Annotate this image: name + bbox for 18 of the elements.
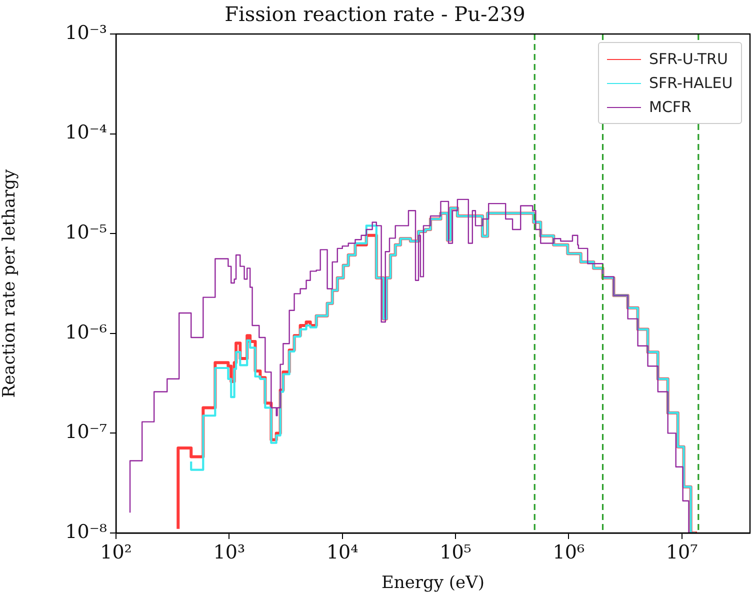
x-tick-label: 10⁴ [326, 541, 359, 564]
legend-label: SFR-HALEU [649, 74, 733, 92]
legend-label: MCFR [649, 98, 692, 116]
x-tick-label: 10⁷ [666, 541, 698, 564]
y-axis-title: Reaction rate per lethargy [0, 168, 20, 398]
chart-title: Fission reaction rate - Pu-239 [224, 2, 526, 26]
x-tick-label: 10³ [213, 541, 246, 564]
x-tick-label: 10² [100, 541, 132, 564]
legend-label: SFR-U-TRU [649, 50, 728, 68]
x-tick-label: 10⁵ [440, 541, 472, 564]
x-axis-title: Energy (eV) [381, 573, 485, 594]
y-tick-label: 10⁻⁵ [65, 222, 107, 244]
y-tick-label: 10⁻⁷ [65, 421, 108, 444]
y-tick-label: 10⁻⁸ [65, 520, 108, 543]
y-tick-label: 10⁻³ [65, 22, 107, 44]
y-tick-label: 10⁻⁴ [65, 122, 108, 144]
y-tick-label: 10⁻⁶ [65, 321, 108, 344]
x-tick-label: 10⁶ [552, 541, 585, 564]
